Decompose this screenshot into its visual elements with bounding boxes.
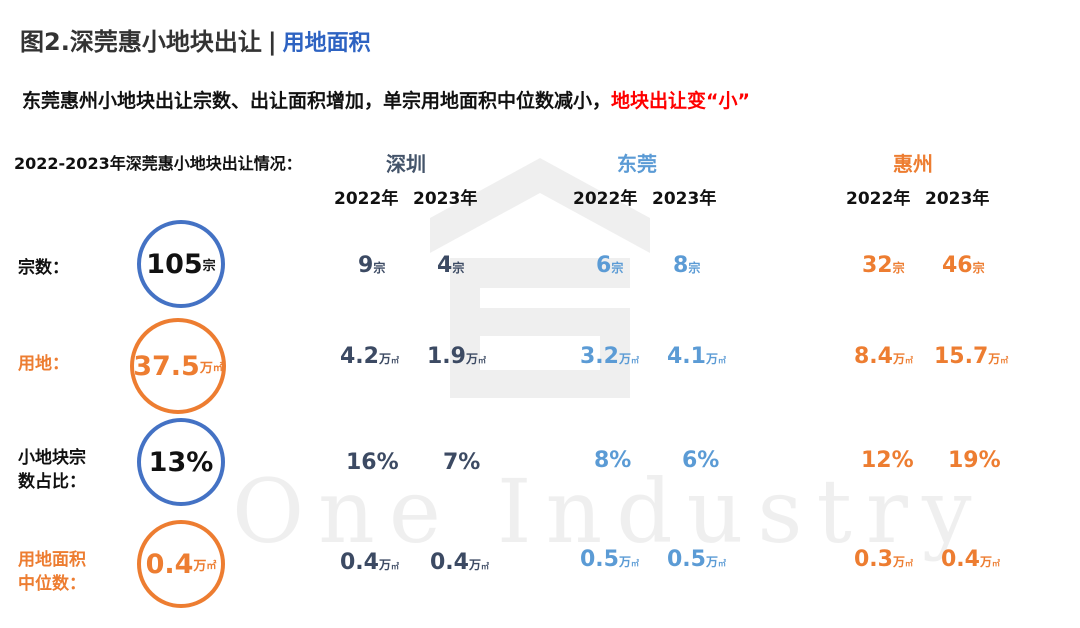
value-cell: 16% (346, 450, 399, 475)
total-share-value: 13% (148, 446, 214, 478)
value-cell: 0.4万㎡ (941, 547, 1000, 572)
value-cell: 0.4万㎡ (340, 550, 399, 575)
value-cell: 3.2万㎡ (580, 344, 639, 369)
watermark-logo (430, 158, 650, 398)
total-share-circle: 13% (137, 418, 225, 506)
value-cell: 8宗 (673, 253, 701, 278)
value-cell: 6% (682, 448, 720, 473)
title-accent: 用地面积 (282, 31, 371, 56)
city-name-shenzhen: 深圳 (386, 152, 426, 176)
value-cell: 7% (443, 450, 481, 475)
value-cell: 32宗 (862, 253, 905, 278)
city-name-huizhou: 惠州 (893, 152, 933, 176)
city-name-dongguan: 东莞 (617, 152, 657, 176)
year-header: 2023年 (925, 189, 990, 209)
year-header: 2023年 (652, 189, 717, 209)
subtitle-highlight: 地块出让变“小” (611, 90, 750, 112)
value-cell: 15.7万㎡ (934, 344, 1009, 369)
row-label-count: 宗数： (18, 258, 69, 278)
value-cell: 6宗 (596, 253, 624, 278)
subtitle-text: 东莞惠州小地块出让宗数、出让面积增加，单宗用地面积中位数减小， (22, 90, 612, 112)
subtitle: 东莞惠州小地块出让宗数、出让面积增加，单宗用地面积中位数减小，地块出让变“小” (22, 86, 750, 113)
value-cell: 8.4万㎡ (854, 344, 913, 369)
section-heading: 2022-2023年深莞惠小地块出让情况： (14, 154, 302, 173)
title-text: 图2.深莞惠小地块出让 (20, 28, 262, 56)
total-land-value: 37.5 (133, 350, 200, 382)
year-header: 2022年 (334, 189, 399, 209)
value-cell: 8% (594, 448, 632, 473)
value-cell: 0.3万㎡ (854, 547, 913, 572)
row-label-share: 小地块宗 数占比： (18, 448, 86, 492)
total-count-value: 105 (146, 248, 203, 280)
row-label-median: 用地面积 中位数： (18, 550, 86, 594)
row-label-land: 用地： (18, 354, 69, 374)
value-cell: 12% (861, 448, 914, 473)
value-cell: 4宗 (437, 253, 465, 278)
page-title: 图2.深莞惠小地块出让 | 用地面积 (20, 22, 371, 57)
title-separator: | (267, 28, 277, 56)
total-median-value: 0.4 (145, 548, 194, 580)
value-cell: 4.1万㎡ (667, 344, 726, 369)
year-header: 2022年 (846, 189, 911, 209)
value-cell: 0.5万㎡ (667, 547, 726, 572)
year-header: 2023年 (413, 189, 478, 209)
total-count-circle: 105 宗 (137, 220, 225, 308)
year-header: 2022年 (573, 189, 638, 209)
watermark-text: One Industry (232, 460, 986, 563)
value-cell: 0.4万㎡ (430, 550, 489, 575)
value-cell: 19% (948, 448, 1001, 473)
value-cell: 9宗 (358, 253, 386, 278)
total-count-unit: 宗 (202, 258, 216, 274)
value-cell: 0.5万㎡ (580, 547, 639, 572)
value-cell: 4.2万㎡ (340, 344, 399, 369)
value-cell: 46宗 (942, 253, 985, 278)
value-cell: 1.9万㎡ (427, 344, 486, 369)
